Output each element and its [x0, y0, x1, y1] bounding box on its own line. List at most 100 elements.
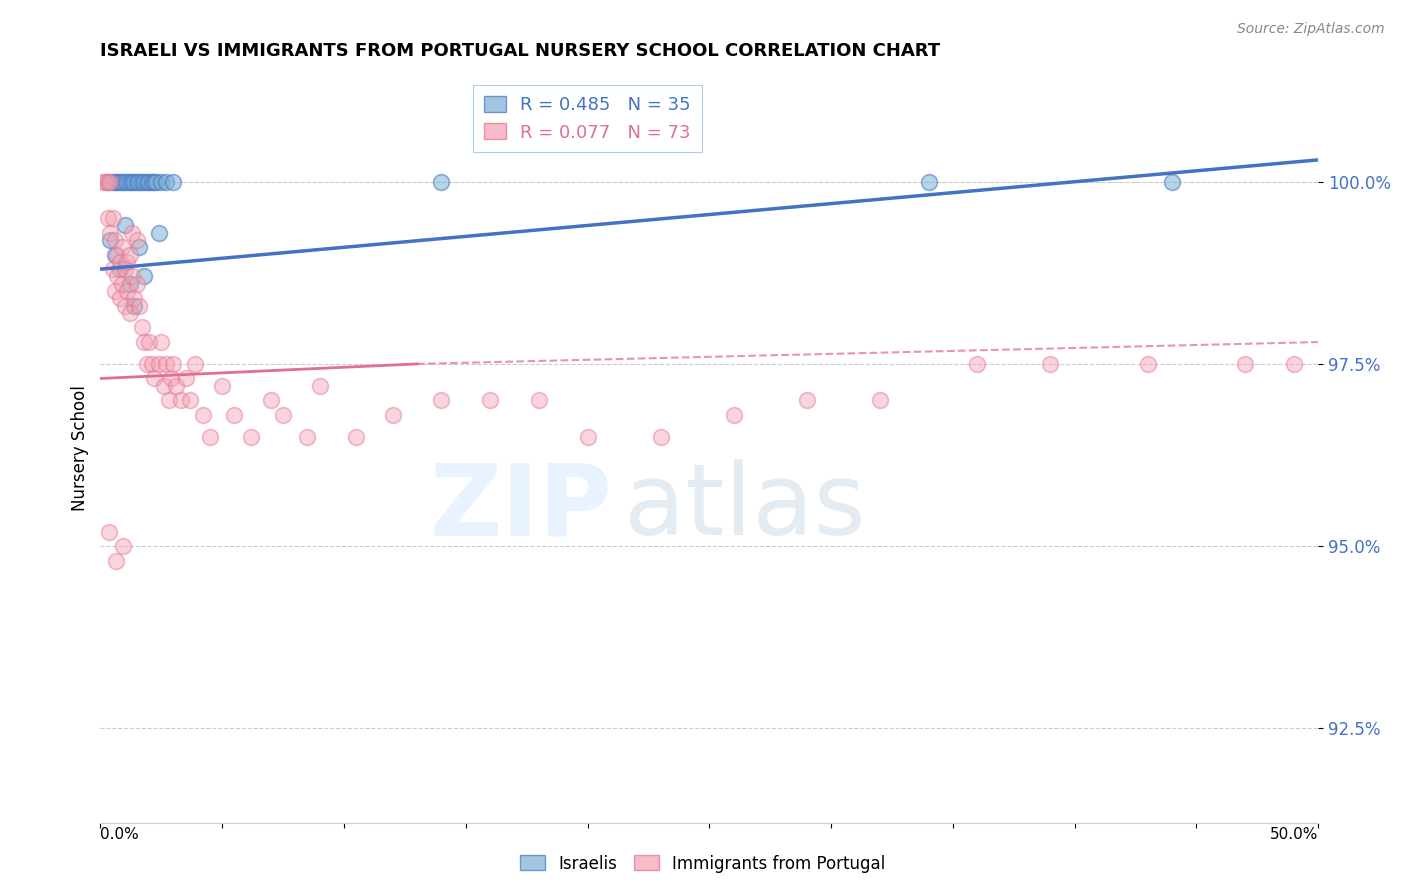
Point — [174, 371, 197, 385]
Y-axis label: Nursery School: Nursery School — [72, 384, 89, 510]
Point — [1136, 357, 1159, 371]
Point — [796, 393, 818, 408]
Point — [576, 430, 599, 444]
Point — [114, 175, 136, 189]
Point — [141, 357, 163, 371]
Point — [170, 393, 193, 408]
Point — [128, 299, 150, 313]
Point — [118, 306, 141, 320]
Point — [105, 554, 128, 568]
Point — [224, 408, 246, 422]
Point — [108, 262, 131, 277]
Text: 50.0%: 50.0% — [1270, 827, 1319, 842]
Point — [527, 393, 550, 408]
Point — [135, 357, 157, 371]
Point — [723, 408, 745, 422]
Point — [118, 277, 141, 291]
Point — [98, 226, 121, 240]
Point — [97, 524, 120, 539]
Point — [131, 175, 153, 189]
Point — [179, 393, 201, 408]
Point — [118, 247, 141, 261]
Point — [1234, 357, 1257, 371]
Point — [162, 175, 184, 189]
Point — [118, 175, 141, 189]
Point — [308, 378, 330, 392]
Point — [1039, 357, 1062, 371]
Point — [107, 269, 129, 284]
Point — [135, 175, 157, 189]
Point — [260, 393, 283, 408]
Point — [111, 240, 134, 254]
Point — [138, 175, 160, 189]
Point — [101, 175, 124, 189]
Point — [157, 393, 180, 408]
Point — [142, 371, 165, 385]
Point — [97, 175, 120, 189]
Point — [128, 240, 150, 254]
Legend: Israelis, Immigrants from Portugal: Israelis, Immigrants from Portugal — [513, 848, 893, 880]
Point — [121, 226, 143, 240]
Point — [98, 175, 121, 189]
Point — [108, 175, 131, 189]
Point — [94, 175, 117, 189]
Point — [108, 255, 131, 269]
Point — [107, 175, 129, 189]
Point — [966, 357, 988, 371]
Point — [430, 393, 453, 408]
Point — [125, 175, 148, 189]
Point — [104, 175, 127, 189]
Point — [104, 247, 127, 261]
Point — [101, 211, 124, 226]
Legend: R = 0.485   N = 35, R = 0.077   N = 73: R = 0.485 N = 35, R = 0.077 N = 73 — [474, 86, 702, 153]
Text: atlas: atlas — [624, 459, 866, 557]
Point — [145, 175, 167, 189]
Point — [134, 334, 156, 349]
Point — [917, 175, 939, 189]
Point — [381, 408, 404, 422]
Point — [108, 291, 131, 305]
Point — [107, 247, 129, 261]
Point — [148, 357, 170, 371]
Point — [271, 408, 294, 422]
Point — [111, 175, 134, 189]
Point — [124, 299, 146, 313]
Point — [121, 175, 143, 189]
Point — [125, 277, 148, 291]
Point — [162, 357, 184, 371]
Point — [430, 175, 453, 189]
Point — [115, 284, 138, 298]
Point — [479, 393, 502, 408]
Point — [91, 175, 114, 189]
Point — [104, 284, 127, 298]
Point — [165, 378, 187, 392]
Point — [134, 175, 156, 189]
Point — [184, 357, 207, 371]
Point — [121, 269, 143, 284]
Point — [115, 175, 138, 189]
Text: 0.0%: 0.0% — [100, 827, 139, 842]
Point — [114, 219, 136, 233]
Point — [128, 175, 150, 189]
Point — [191, 408, 214, 422]
Point — [114, 262, 136, 277]
Point — [869, 393, 891, 408]
Point — [104, 233, 127, 247]
Point — [114, 299, 136, 313]
Text: Source: ZipAtlas.com: Source: ZipAtlas.com — [1237, 22, 1385, 37]
Point — [124, 175, 146, 189]
Point — [125, 233, 148, 247]
Point — [111, 277, 134, 291]
Point — [115, 255, 138, 269]
Point — [134, 269, 156, 284]
Point — [155, 175, 177, 189]
Point — [142, 175, 165, 189]
Point — [138, 334, 160, 349]
Point — [124, 291, 146, 305]
Point — [297, 430, 319, 444]
Point — [152, 378, 174, 392]
Point — [141, 175, 163, 189]
Point — [150, 175, 173, 189]
Point — [98, 233, 121, 247]
Point — [97, 175, 120, 189]
